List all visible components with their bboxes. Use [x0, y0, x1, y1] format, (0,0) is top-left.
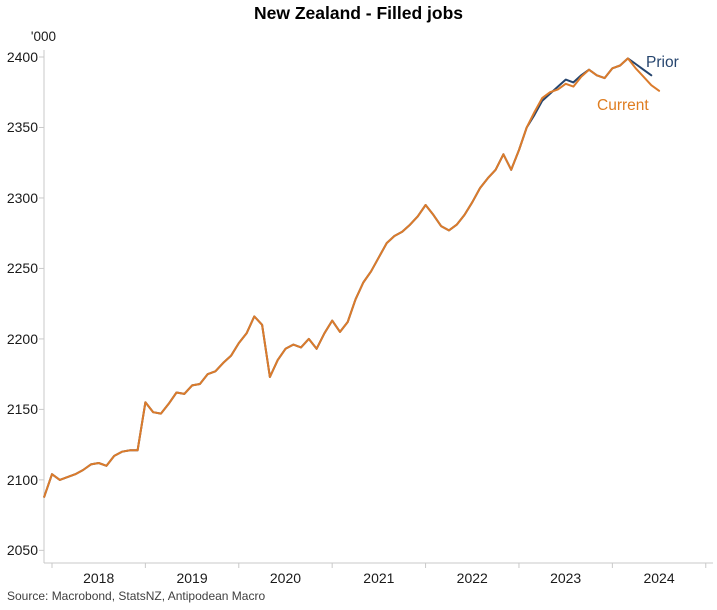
- series-label-current: Current: [597, 97, 649, 114]
- y-tick-label: 2300: [6, 189, 38, 206]
- chart-title: New Zealand - Filled jobs: [253, 3, 464, 23]
- y-tick-label: 2200: [6, 330, 38, 347]
- x-tick-label: 2022: [456, 570, 488, 586]
- source-note: Source: Macrobond, StatsNZ, Antipodean M…: [7, 589, 266, 603]
- y-tick-label: 2050: [6, 542, 38, 559]
- y-tick-label: 2400: [6, 49, 38, 65]
- y-tick-label: 2150: [6, 401, 38, 418]
- x-tick-label: 2024: [643, 570, 675, 586]
- series-label-prior: Prior: [646, 54, 679, 71]
- prior-line: [43, 57, 653, 498]
- y-tick-label: 2250: [6, 260, 38, 277]
- x-tick-label: 2023: [550, 570, 582, 586]
- y-axis-unit-label: '000: [30, 29, 56, 44]
- x-tick-label: 2019: [176, 570, 208, 586]
- y-tick-label: 2350: [6, 119, 38, 136]
- x-tick-label: 2020: [269, 570, 302, 586]
- y-tick-label: 2100: [6, 471, 38, 488]
- current-line: [43, 57, 661, 498]
- x-tick-label: 2021: [363, 570, 395, 586]
- x-tick-label: 2018: [83, 570, 115, 586]
